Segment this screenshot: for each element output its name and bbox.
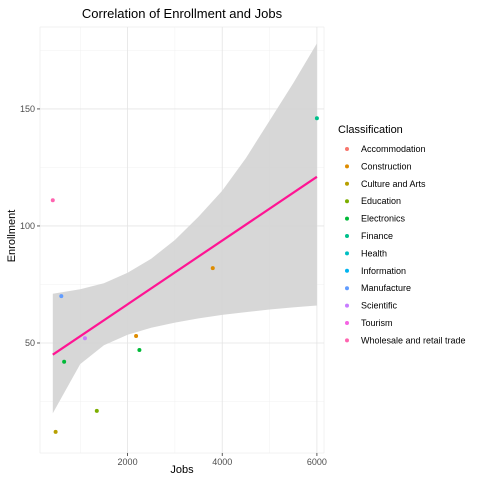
- x-tick-label: 6000: [307, 457, 327, 467]
- data-point: [137, 348, 142, 353]
- legend-label: Manufacture: [361, 283, 411, 293]
- trend-line: [52, 175, 318, 356]
- data-point: [314, 116, 319, 121]
- legend-key: [345, 338, 349, 343]
- legend-key: [345, 234, 349, 238]
- confidence-band-area: [52, 43, 317, 414]
- x-axis-ticks: 2000 4000 6000: [118, 453, 327, 467]
- legend-key: [345, 164, 349, 169]
- y-axis-title: Enrollment: [6, 210, 18, 263]
- legend-key: [345, 321, 349, 325]
- data-point: [94, 408, 99, 413]
- legend-label: Accommodation: [361, 144, 426, 154]
- legend-key: [345, 268, 349, 273]
- y-tick-label: 150: [20, 104, 35, 114]
- legend-label: Information: [361, 266, 406, 276]
- legend-label: Scientific: [361, 301, 398, 311]
- legend-label: Finance: [361, 231, 393, 241]
- legend-key: [345, 181, 349, 186]
- legend: Accommodation Construction Culture and Art…: [345, 144, 466, 345]
- legend-label: Culture and Arts: [361, 179, 426, 189]
- legend-title: Classification: [338, 124, 403, 136]
- x-tick-label: 2000: [118, 457, 138, 467]
- legend-key: [345, 147, 349, 151]
- legend-key: [345, 251, 349, 256]
- legend-label: Health: [361, 248, 387, 258]
- trend-line-segment: [52, 175, 318, 356]
- data-points: [50, 116, 319, 434]
- legend-label: Education: [361, 196, 401, 206]
- data-point: [134, 333, 139, 338]
- legend-key: [345, 286, 349, 291]
- chart-title: Correlation of Enrollment and Jobs: [82, 6, 283, 21]
- data-point: [59, 294, 64, 299]
- legend-key: [345, 216, 349, 221]
- y-axis-ticks: 50 100 150: [20, 104, 40, 348]
- y-tick-label: 50: [25, 338, 35, 348]
- legend-label: Tourism: [361, 318, 393, 328]
- data-point: [50, 198, 55, 203]
- x-axis-title: Jobs: [170, 464, 194, 476]
- y-tick-label: 100: [20, 221, 35, 231]
- confidence-band: [52, 43, 317, 414]
- legend-label: Construction: [361, 161, 412, 171]
- data-point: [210, 266, 215, 271]
- legend-label: Wholesale and retail trade: [361, 335, 466, 345]
- data-point: [62, 359, 67, 364]
- legend-key: [345, 199, 349, 204]
- data-point: [53, 429, 58, 434]
- legend-key: [345, 303, 349, 308]
- legend-label: Electronics: [361, 214, 406, 224]
- x-tick-label: 4000: [212, 457, 232, 467]
- data-point: [82, 336, 87, 341]
